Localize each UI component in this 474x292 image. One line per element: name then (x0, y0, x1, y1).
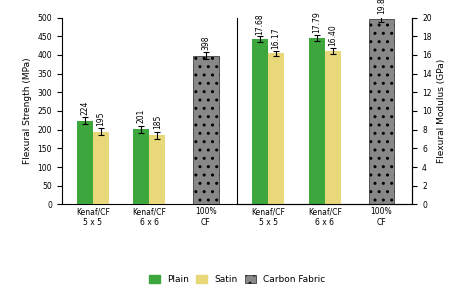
Bar (193, 56, 219, 204)
Text: 201: 201 (137, 109, 146, 123)
Text: 16.17: 16.17 (272, 27, 281, 49)
Legend: Plain, Satin, Carbon Fabric: Plain, Satin, Carbon Fabric (146, 271, 328, 288)
Bar (369, 19, 394, 204)
Bar (252, 39, 268, 204)
Bar (149, 135, 165, 204)
Bar (77, 121, 93, 204)
Bar (325, 51, 340, 204)
Bar (309, 38, 325, 204)
Text: 16.40: 16.40 (328, 25, 337, 46)
Y-axis label: Flexural Strength (MPa): Flexural Strength (MPa) (23, 58, 32, 164)
Text: 398: 398 (201, 35, 210, 50)
Y-axis label: Flexural Modulus (GPa): Flexural Modulus (GPa) (438, 59, 447, 163)
Bar (268, 53, 284, 204)
Text: 224: 224 (80, 100, 89, 115)
Text: 185: 185 (153, 115, 162, 129)
Text: 195: 195 (96, 111, 105, 126)
Bar (134, 129, 149, 204)
Text: 17.79: 17.79 (312, 12, 321, 34)
Text: 17.68: 17.68 (255, 13, 264, 34)
Text: 19.84: 19.84 (377, 0, 386, 14)
Bar (93, 131, 109, 204)
